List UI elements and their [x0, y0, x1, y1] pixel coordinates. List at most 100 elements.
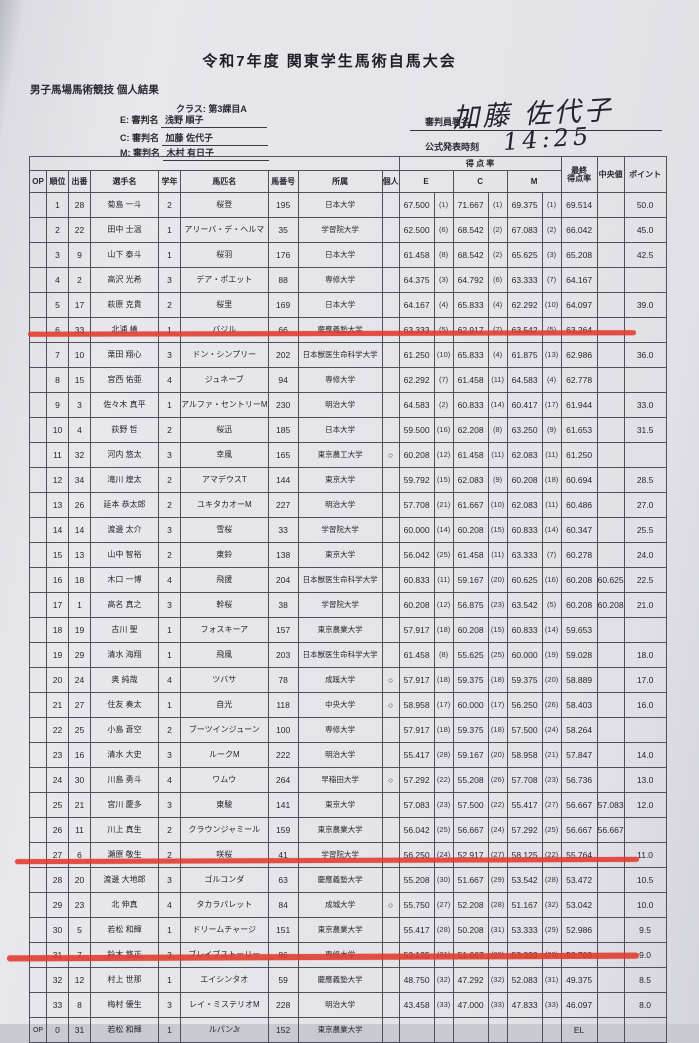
table-row: 18 19 古川 聖 1 フォスキーア 157 東京農業大学 57.917 (18) 60.208…	[29, 617, 667, 643]
cell-final-score: 61.944	[560, 392, 598, 418]
cell-rank-e: (32)	[433, 967, 454, 993]
cell-score-m: 47.833	[506, 992, 543, 1018]
cell-score-c: 61.458	[452, 442, 489, 468]
cell-horse-name: ドン・シンプリー	[180, 342, 269, 368]
cell-median	[596, 492, 625, 518]
cell-rank-e: (16)	[433, 417, 454, 443]
cell-affiliation: 日本大学	[297, 242, 383, 268]
cell-final-score: 65.208	[560, 242, 598, 268]
cell-grade: 1	[158, 217, 181, 243]
cell-score-c: 59.167	[452, 742, 489, 768]
cell-rank: 26	[46, 817, 69, 843]
cell-score-e: 57.708	[398, 492, 435, 518]
cell-op	[29, 442, 47, 468]
cell-rider-name: 高沢 光希	[90, 267, 159, 293]
cell-horse-name: バジル	[180, 317, 269, 343]
cell-grade: 2	[158, 467, 181, 493]
cell-horse-name: ドリームチャージ	[180, 917, 269, 943]
cell-final-score: 46.097	[560, 992, 598, 1018]
cell-median: 60.208	[596, 592, 625, 618]
cell-rider-name: 清水 大史	[90, 742, 159, 768]
cell-grade: 3	[158, 342, 181, 368]
cell-rank: 33	[46, 992, 69, 1018]
cell-score-c: 56.667	[452, 817, 489, 843]
cell-points: 11.0	[623, 842, 667, 868]
cell-grade: 4	[158, 892, 181, 918]
cell-horse-no: 141	[267, 792, 299, 818]
cell-horse-name: フォスキーア	[180, 617, 269, 643]
cell-individual-mark: ○	[381, 892, 400, 918]
cell-rank-e: (6)	[433, 217, 454, 243]
cell-grade: 2	[158, 717, 181, 743]
cell-rank: 5	[46, 292, 69, 318]
cell-affiliation: 東京農工大学	[297, 442, 383, 468]
table-row: 14 14 渡邊 太介 3 雪桜 33 学習院大学 60.000 (14) 60.208 (15) 6…	[29, 517, 667, 543]
cell-median	[596, 442, 625, 468]
cell-horse-no: 78	[267, 667, 299, 693]
cell-op	[29, 242, 47, 268]
cell-affiliation: 学習院大学	[297, 592, 383, 618]
cell-op	[29, 542, 47, 568]
cell-grade: 4	[158, 767, 181, 793]
cell-final-score: 52.986	[560, 917, 598, 943]
cell-points: 10.0	[623, 892, 667, 918]
cell-rank-c: (9)	[487, 467, 508, 493]
header-median: 中央値	[596, 156, 625, 193]
cell-score-e: 56.042	[398, 817, 435, 843]
table-row: 26 11 川上 真生 2 クラウンジャミール 159 東京農業大学 56.042 (25) 56…	[29, 817, 667, 843]
cell-rank: 15	[46, 542, 69, 568]
cell-rank: 22	[46, 717, 69, 743]
table-row: 7 10 栗田 翔心 3 ドン・シンプリー 202 日本獣医生命科学大学 61.250 (10)…	[29, 342, 667, 368]
publish-time-label: 公式発表時刻	[425, 142, 480, 152]
cell-op	[29, 417, 47, 443]
cell-rank-m: (32)	[541, 892, 562, 918]
cell-start-no: 1	[68, 592, 91, 618]
cell-points: 36.0	[623, 342, 667, 368]
cell-median	[596, 217, 625, 243]
cell-rank-e: (1)	[433, 192, 454, 218]
table-row: 3 9 山下 泰斗 1 桜羽 176 日本大学 61.458 (8) 68.542 (2) 65.62…	[29, 242, 667, 268]
cell-score-m: 53.542	[506, 867, 543, 893]
cell-score-m: 63.250	[506, 417, 543, 443]
table-row: OP 0 31 若松 和輝 1 ルパンJr 152 東京農業大学 EL	[29, 1017, 667, 1043]
cell-rank-c: (6)	[487, 267, 508, 293]
cell-horse-name: アルファ・セントリーM	[180, 392, 269, 418]
cell-rank: 2	[46, 217, 69, 243]
cell-rank-c	[487, 1017, 508, 1043]
cell-score-c: 59.167	[452, 567, 489, 593]
cell-median	[596, 767, 625, 793]
cell-rider-name: 河内 悠太	[90, 442, 159, 468]
cell-score-c: 65.833	[452, 292, 489, 318]
cell-final-score: 59.653	[560, 617, 598, 643]
cell-horse-name: 飛援	[180, 567, 269, 593]
cell-op	[29, 317, 47, 343]
cell-grade: 3	[158, 442, 181, 468]
table-row: 11 32 河内 悠太 3 幸風 165 東京農工大学 ○ 60.208 (12) 61.458 (1…	[29, 442, 667, 468]
cell-rank-e: (2)	[433, 392, 454, 418]
cell-score-m: 65.625	[506, 242, 543, 268]
cell-rank: 3	[46, 242, 69, 268]
cell-score-m: 58.958	[506, 742, 543, 768]
cell-grade: 1	[158, 617, 181, 643]
cell-rank: 17	[46, 592, 69, 618]
cell-rank-e: (30)	[433, 867, 454, 893]
signature-label: 審判員署名	[425, 117, 471, 127]
cell-start-no: 20	[68, 867, 91, 893]
cell-rank-c: (11)	[487, 367, 508, 393]
cell-median	[596, 342, 625, 368]
cell-rank-c: (15)	[487, 517, 508, 543]
cell-rank-c: (29)	[487, 867, 508, 893]
cell-points	[623, 367, 667, 393]
cell-rider-name: 宮西 佑亜	[90, 367, 159, 393]
cell-horse-name: 東鈴	[180, 542, 269, 568]
cell-horse-name: ジュネーブ	[180, 367, 269, 393]
cell-rank-e: (3)	[433, 267, 454, 293]
cell-grade: 3	[158, 517, 181, 543]
cell-start-no: 25	[68, 717, 91, 743]
cell-rider-name: 梅村 優生	[90, 992, 159, 1018]
cell-final-score: 60.208	[560, 592, 598, 618]
cell-horse-name: ルークM	[180, 742, 269, 768]
cell-rider-name: 小島 蒼空	[90, 717, 159, 743]
cell-rank-m: (14)	[541, 517, 562, 543]
cell-individual-mark	[381, 567, 400, 593]
